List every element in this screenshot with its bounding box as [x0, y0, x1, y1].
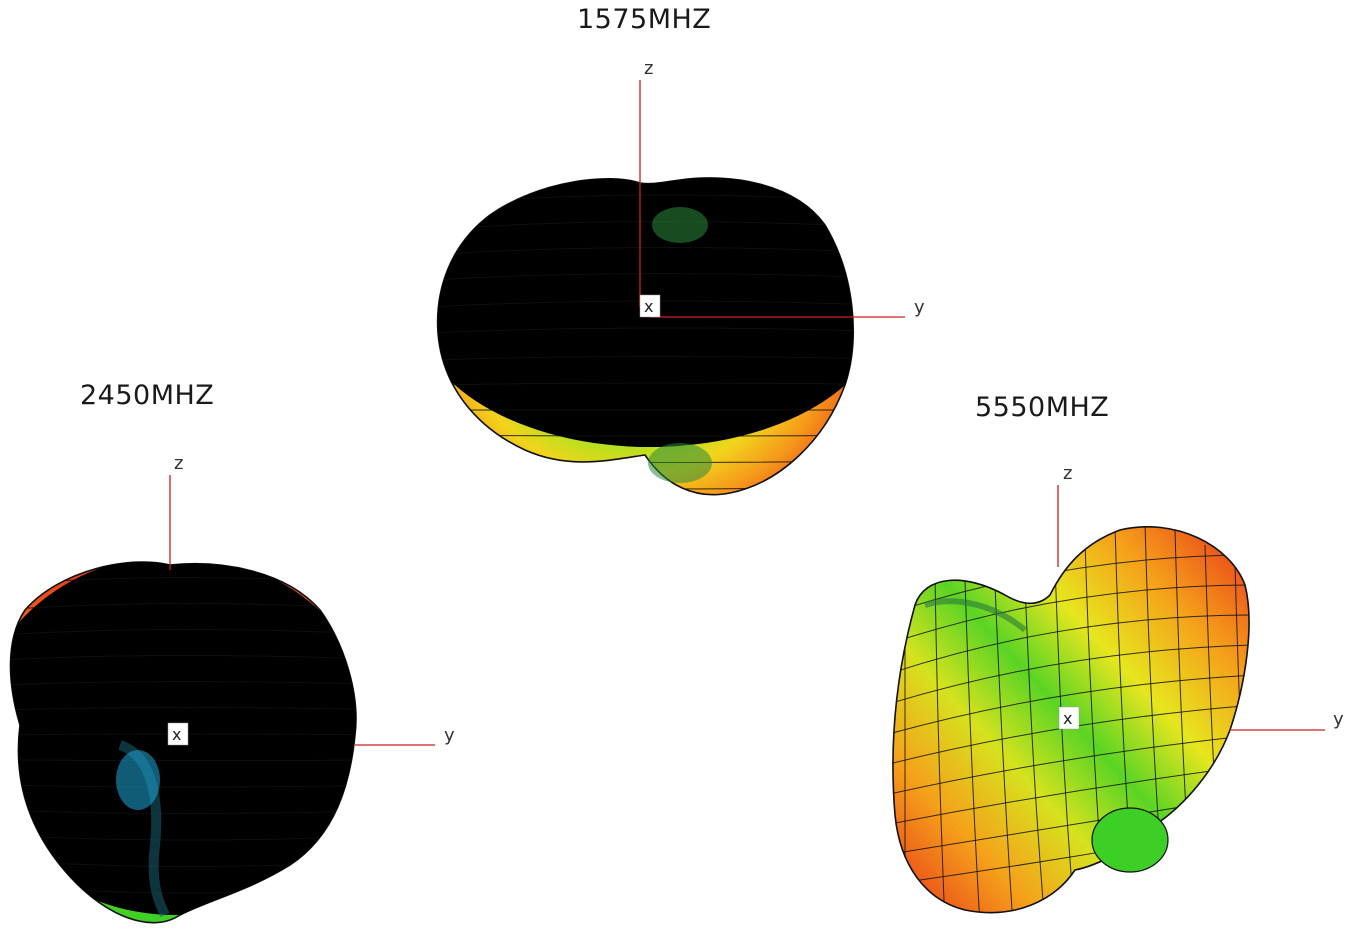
- frequency-label-5550: 5550MHZ: [975, 392, 1110, 423]
- null-dimple: [116, 750, 160, 810]
- y-axis-label: y: [444, 725, 455, 746]
- mesh-grid: [10, 562, 356, 915]
- y-axis-label: y: [1333, 709, 1344, 730]
- z-axis-label: z: [1063, 463, 1072, 484]
- z-axis-label: z: [644, 58, 653, 79]
- z-axis-label: z: [174, 453, 183, 474]
- radiation-pattern-5550: z y x: [892, 463, 1344, 914]
- frequency-label-1575: 1575MHZ: [577, 4, 712, 35]
- x-axis-marker: [1058, 706, 1080, 730]
- null-fold: [924, 598, 1027, 633]
- null-dimple-bottom: [648, 443, 712, 483]
- x-axis-label: x: [172, 725, 181, 744]
- null-dimple-top: [652, 207, 708, 243]
- radiation-pattern-2450: z y x: [9, 453, 455, 924]
- x-axis-label: x: [644, 297, 653, 316]
- frequency-label-2450: 2450MHZ: [80, 380, 215, 411]
- x-axis-marker: [167, 722, 189, 746]
- y-axis-label: y: [914, 297, 925, 318]
- x-axis-marker: [639, 294, 661, 318]
- x-axis-label: x: [1063, 709, 1072, 728]
- side-lobe: [1091, 807, 1169, 873]
- radiation-pattern-1575: z y x: [436, 58, 925, 496]
